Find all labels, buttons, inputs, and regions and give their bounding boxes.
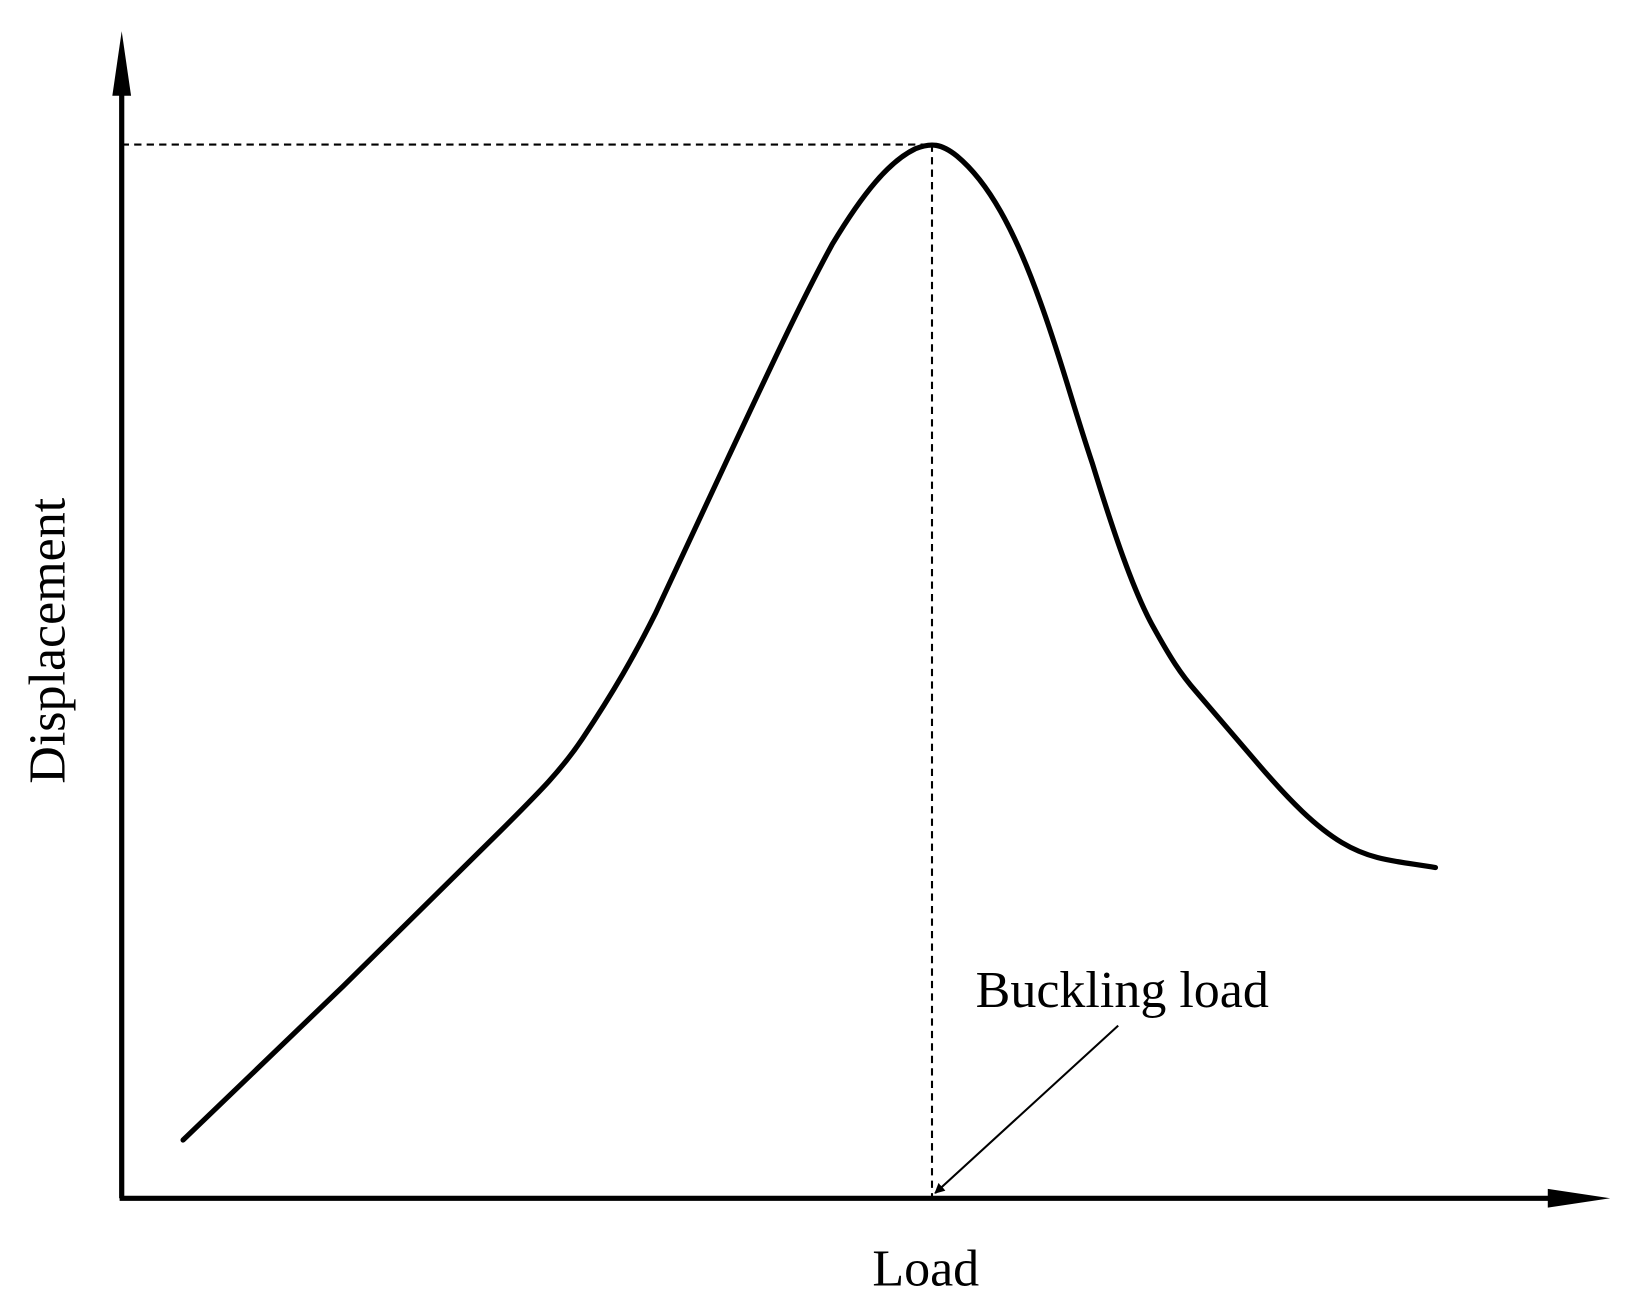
y-axis-label: Displacement bbox=[19, 497, 76, 783]
annotation-arrow bbox=[934, 1024, 1119, 1194]
annotation-label: Buckling load bbox=[976, 962, 1269, 1019]
y-axis-arrow bbox=[112, 31, 132, 96]
curve bbox=[180, 142, 1439, 1143]
x-axis-arrow bbox=[1547, 1188, 1611, 1208]
x-axis-label: Load bbox=[872, 1241, 979, 1298]
